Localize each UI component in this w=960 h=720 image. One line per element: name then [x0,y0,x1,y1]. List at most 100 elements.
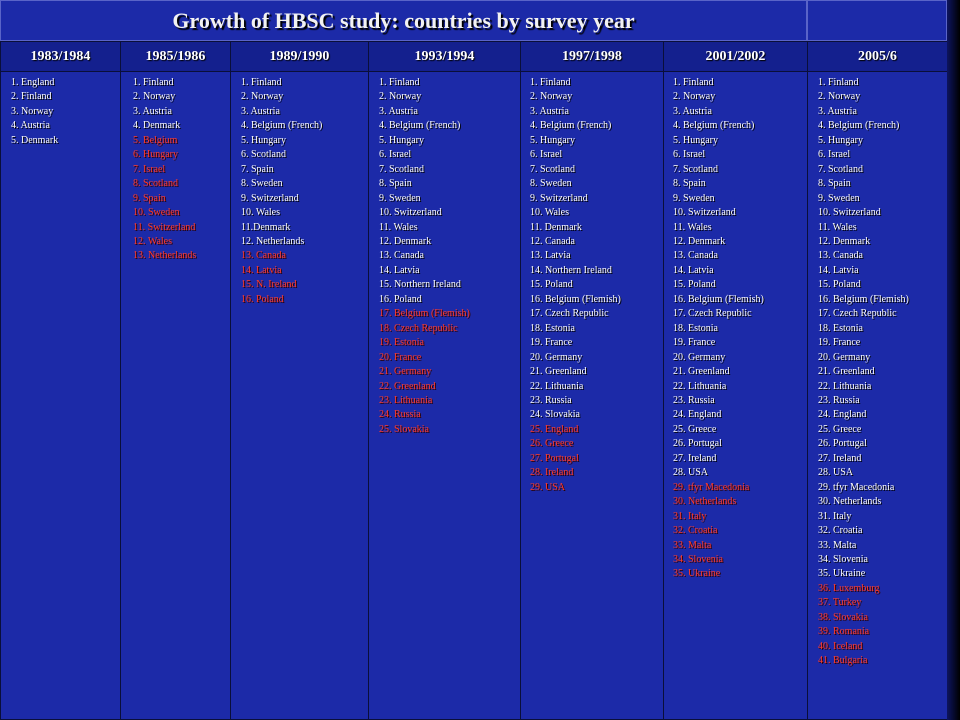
country-item: 6. Scotland [241,149,286,161]
country-item: 17. Czech Republic [818,308,897,320]
country-item: 29. tfyr Macedonia [818,481,895,493]
country-item: 16. Belgium (Flemish) [673,293,764,305]
country-item: 6. Israel [818,149,851,161]
country-item: 28. USA [673,467,709,479]
country-item: 24. Russia [379,409,421,421]
country-item: 1. Finland [241,77,282,88]
country-item: 39. Romania [818,626,870,638]
country-item: 27. Ireland [673,452,717,464]
country-item: 21. Greenland [818,366,875,378]
header-row: 1983/1984 1985/1986 1989/1990 1993/1994 … [0,41,948,72]
country-item: 13. Latvia [530,250,571,262]
country-item: 6. Hungary [133,149,178,161]
country-item: 25. Slovakia [379,423,429,435]
year-header: 1997/1998 [520,41,664,72]
country-column: 1. Finland 2. Norway 3. Austria 4. Belgium … [230,71,369,720]
country-item: 30. Netherlands [818,496,882,508]
country-item: 1. Finland [818,77,859,88]
country-item: 20. Germany [530,351,583,363]
country-item: 19. Estonia [379,337,424,349]
country-item: 5. Denmark [11,134,59,146]
country-item: 23. Russia [818,394,860,406]
country-item: 11. Wales [673,221,712,233]
country-list: 1. Finland 2. Norway 3. Austria 4. Denmark 5… [121,76,230,264]
country-item: 19. France [530,337,573,349]
country-item: 5. Hungary [818,134,863,146]
country-column: 1. Finland 2. Norway 3. Austria 4. Belgium … [663,71,808,720]
title-row: Growth of HBSC study: countries by surve… [0,0,960,43]
country-item: 2. Norway [241,91,284,103]
country-item: 16. Belgium (Flemish) [818,293,909,305]
country-item: 20. Germany [818,351,871,363]
country-item: 3. Austria [133,105,172,117]
country-item: 19. France [818,337,861,349]
country-item: 10. Switzerland [379,207,442,219]
country-item: 2. Norway [530,91,573,103]
country-item: 24. England [673,409,722,421]
country-item: 11. Wales [379,221,418,233]
country-item: 4. Austria [11,120,50,132]
country-item: 29. tfyr Macedonia [673,481,750,493]
survey-table: 1983/1984 1985/1986 1989/1990 1993/1994 … [0,41,948,720]
country-item: 8. Spain [379,178,412,190]
country-item: 5. Hungary [379,134,424,146]
slide-title: Growth of HBSC study: countries by surve… [172,8,635,33]
country-item: 32. Croatia [673,525,718,537]
country-item: 5. Hungary [673,134,718,146]
country-item: 11. Wales [818,221,857,233]
country-item: 15. Poland [818,279,861,291]
country-item: 2. Norway [379,91,422,103]
title-cell: Growth of HBSC study: countries by surve… [0,0,807,41]
country-item: 10. Switzerland [673,207,736,219]
country-item: 13. Canada [818,250,863,262]
country-item: 2. Norway [133,91,176,103]
country-item: 20. France [379,351,422,363]
country-item: 7. Spain [241,163,274,175]
country-item: 14. Latvia [241,264,282,276]
country-item: 22. Lithuania [818,380,872,392]
country-item: 8. Sweden [530,178,572,190]
country-item: 6. Israel [673,149,706,161]
country-item: 10. Wales [241,207,281,219]
country-item: 3. Norway [11,105,54,117]
country-item: 4. Denmark [133,120,181,132]
country-item: 9. Spain [133,192,166,204]
country-item: 33. Malta [818,539,857,551]
country-item: 10. Sweden [133,207,180,219]
country-item: 1. Finland [379,77,420,88]
country-item: 4. Belgium (French) [530,120,612,132]
country-item: 3. Austria [379,105,418,117]
country-item: 33. Malta [673,539,712,551]
country-list: 1. Finland 2. Norway 3. Austria 4. Belgium … [808,76,947,669]
country-item: 11. Switzerland [133,221,196,233]
country-item: 29. USA [530,481,566,493]
country-item: 1. Finland [673,77,714,88]
country-item: 4. Belgium (French) [818,120,900,132]
country-item: 8. Spain [818,178,851,190]
country-item: 14. Northern Ireland [530,264,612,276]
country-item: 12. Denmark [379,235,432,247]
country-item: 15. N. Ireland [241,279,297,291]
country-item: 7. Scotland [530,163,575,175]
country-item: 27. Ireland [818,452,862,464]
country-item: 37. Turkey [818,597,862,609]
country-item: 36. Luxemburg [818,582,880,594]
year-header: 1989/1990 [230,41,369,72]
country-item: 26. Portugal [673,438,722,450]
country-item: 24. England [818,409,867,421]
country-item: 15. Poland [673,279,716,291]
country-item: 12. Denmark [818,235,871,247]
country-item: 18. Estonia [818,322,863,334]
country-item: 10. Wales [530,207,570,219]
country-item: 14. Latvia [818,264,859,276]
country-item: 31. Italy [818,510,852,522]
country-item: 3. Austria [673,105,712,117]
year-header: 1983/1984 [0,41,121,72]
country-item: 7. Scotland [673,163,718,175]
country-list: 1. Finland 2. Norway 3. Austria 4. Belgium … [521,76,663,495]
country-item: 34. Slovenia [818,553,868,565]
country-item: 7. Israel [133,163,166,175]
country-item: 35. Ukraine [818,568,866,580]
country-item: 1. Finland [133,77,174,88]
